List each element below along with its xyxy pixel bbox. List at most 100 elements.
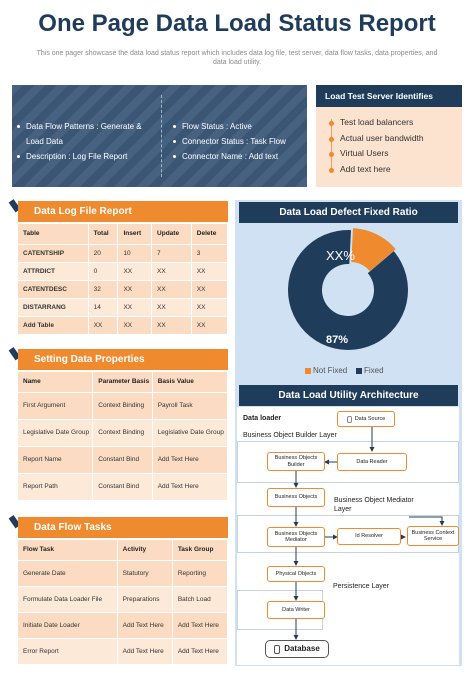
table-cell: 32 — [88, 279, 119, 298]
bo-mediator-node: Business Objects Mediator — [267, 527, 325, 547]
table-cell: Error Report — [18, 637, 118, 664]
table-cell: 20 — [88, 243, 119, 262]
table-cell: Legislative Date Group — [152, 418, 229, 446]
table-row: Formulate Data Loader File Preparations Ba… — [18, 585, 229, 612]
table-cell: Legislative Date Group — [18, 418, 94, 446]
table-cell: Add Text Here — [172, 637, 229, 664]
table-cell: Statutory — [117, 559, 173, 586]
column-header: Table — [18, 224, 89, 244]
table-row: Initiate Date Loader Add Text Here Add Tex… — [18, 611, 229, 638]
table-cell: Add Table — [18, 315, 89, 334]
table-row: DISTARRANG 14 XX XX XX — [18, 297, 229, 316]
table-cell: Preparations — [117, 585, 173, 612]
builder-layer-box — [237, 441, 459, 483]
mediator-layer-label: Business Object Mediator Layer — [334, 497, 414, 513]
banner-item: Flow Status : Active — [173, 119, 307, 134]
table-cell: Report Path — [18, 472, 94, 500]
summary-banner: Data Flow Patterns : Generate & Load Dat… — [12, 85, 307, 187]
database-node: Database — [265, 640, 329, 658]
column-header: Task Group — [172, 540, 229, 560]
database-icon — [346, 415, 352, 423]
column-header: Delete — [191, 224, 229, 244]
load-test-server-title: Load Test Server Identifies — [316, 85, 462, 107]
banner-item: Data Flow Patterns : Generate & — [17, 119, 161, 134]
table-cell: XX — [88, 315, 119, 334]
table-cell: Context Binding — [92, 418, 153, 446]
table-cell: XX — [151, 315, 192, 334]
table-cell: Constant Bind — [92, 472, 153, 500]
table-cell: Generate Date — [18, 559, 118, 586]
column-header: Flow Task — [18, 540, 118, 560]
table-cell: Add Text Here — [172, 611, 229, 638]
table-cell: Payroll Task — [152, 391, 229, 419]
banner-item: Connector Name : Add text — [173, 149, 307, 164]
table-cell: 3 — [191, 243, 229, 262]
donut-slice-fixed — [288, 229, 408, 350]
table-row: Legislative Date Group Context Binding Leg… — [18, 418, 229, 446]
load-test-server-list: Test load balancers Actual user bandwidt… — [329, 115, 462, 178]
table-cell: XX — [191, 297, 229, 316]
load-test-server-card: Load Test Server Identifies Test load ba… — [316, 85, 462, 187]
table-cell: XX — [117, 279, 153, 298]
table-cell: 7 — [151, 243, 192, 262]
banner-item: Load Data — [26, 137, 63, 146]
list-item: Actual user bandwidth — [329, 131, 462, 147]
table-cell: CATENTDESC — [18, 279, 89, 298]
bo-builder-node: Business Objects Builder — [267, 452, 325, 471]
banner-item: Connector Status : Task Flow — [173, 134, 307, 149]
table-cell: ATTRDICT — [18, 261, 89, 280]
data-reader-node: Data Reader — [337, 453, 407, 471]
business-context-service-node: Business Context Service — [407, 526, 459, 546]
architecture-diagram: Data loader Business Object Builder Laye… — [237, 407, 459, 665]
table-cell: 14 — [88, 297, 119, 316]
table-cell: XX — [151, 279, 192, 298]
table-cell: 0 — [88, 261, 119, 280]
table-cell: Add Text Here — [117, 611, 173, 638]
table-cell: Formulate Data Loader File — [18, 585, 118, 612]
table-row: ATTRDICT 0 XX XX XX — [18, 261, 229, 280]
column-header: Update — [151, 224, 192, 244]
table-cell: XX — [117, 297, 153, 316]
data-log-table: Table Total Insert Update Delete CATENTS… — [18, 224, 229, 334]
table-cell: First Argument — [18, 391, 94, 419]
table-cell: Context Binding — [92, 391, 153, 419]
banner-right-list: Flow Status : Active Connector Status : … — [173, 119, 307, 164]
column-header: Total — [88, 224, 119, 244]
table-cell: XX — [191, 315, 229, 334]
table-cell: Reporting — [172, 559, 229, 586]
table-row: Report Name Constant Bind Add Text Here — [18, 445, 229, 473]
table-cell: Add Text Here — [152, 445, 229, 473]
table-cell: XX — [191, 261, 229, 280]
table-cell: XX — [117, 315, 153, 334]
legend-fixed: Fixed — [356, 366, 384, 375]
column-header: Parameter Basis — [92, 372, 153, 392]
banner-divider — [161, 95, 162, 177]
table-cell: Batch Load — [172, 585, 229, 612]
table-row: CATENTSHIP 20 10 7 3 — [18, 243, 229, 262]
table-row: Report Path Constant Bind Add Text Here — [18, 472, 229, 500]
column-header: Basis Value — [152, 372, 229, 392]
legend-not-fixed: Not Fixed — [305, 366, 347, 375]
column-header: Insert — [117, 224, 153, 244]
table-header-row: Name Parameter Basis Basis Value — [18, 372, 229, 392]
list-item: Add text here — [329, 162, 462, 178]
table-cell: XX — [191, 279, 229, 298]
not-fixed-data-label: XX% — [326, 248, 355, 263]
table-header-row: Table Total Insert Update Delete — [18, 224, 229, 244]
defect-donut-chart — [288, 228, 408, 350]
list-item: Test load balancers — [329, 115, 462, 131]
data-flow-title: Data Flow Tasks — [18, 517, 228, 538]
physical-objects-node: Physical Objects — [267, 566, 325, 582]
table-cell: CATENTSHIP — [18, 243, 89, 262]
column-header: Name — [18, 372, 94, 392]
banner-left-list: Data Flow Patterns : Generate & Load Dat… — [17, 119, 161, 164]
persistence-layer-label: Persistence Layer — [333, 583, 390, 590]
page-subtitle: This one pager showcase the data load st… — [36, 50, 438, 66]
table-cell: XX — [151, 261, 192, 280]
data-log-title: Data Log File Report — [18, 201, 228, 222]
fixed-data-label: 87% — [326, 334, 349, 346]
data-loader-label: Data loader — [243, 415, 282, 422]
legend-swatch — [356, 367, 362, 374]
table-row: CATENTDESC 32 XX XX XX — [18, 279, 229, 298]
id-resolver-node: Id Resolver — [337, 528, 401, 545]
